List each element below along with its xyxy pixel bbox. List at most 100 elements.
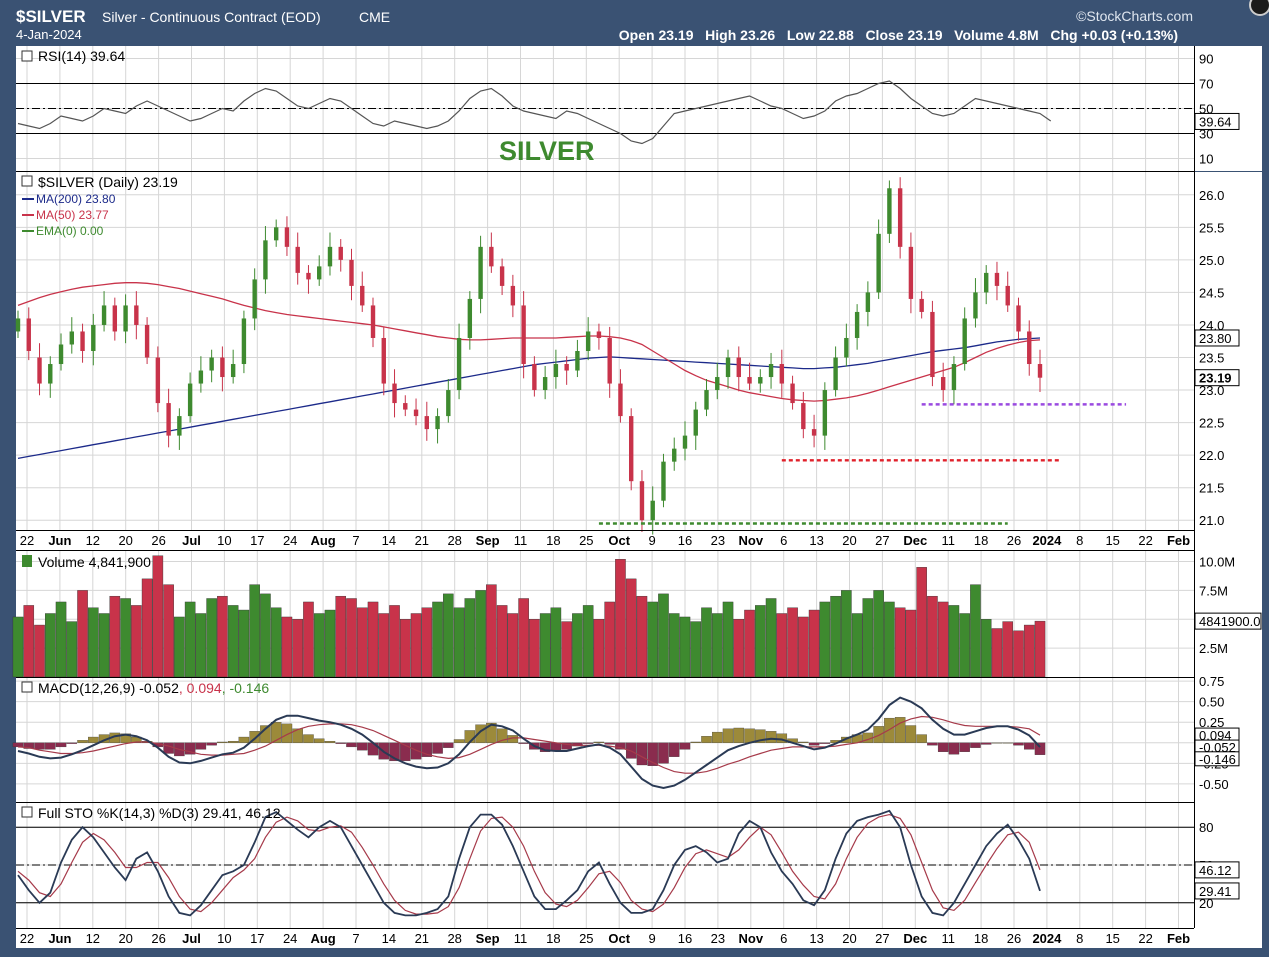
x-axis-label-top-18: Oct xyxy=(608,533,630,548)
candle-body xyxy=(360,285,365,306)
volume-bar xyxy=(894,607,906,678)
x-axis-label-bottom-11: 14 xyxy=(382,931,396,946)
candle-body xyxy=(844,337,849,358)
macd-histogram-bar xyxy=(615,742,626,750)
chart-date: 4-Jan-2024 xyxy=(16,27,82,42)
x-axis-label-bottom-22: Nov xyxy=(739,931,764,946)
macd-histogram-bar xyxy=(270,722,282,743)
x-axis-bottom xyxy=(16,928,1262,948)
rsi-header: RSI(14) 39.64 xyxy=(21,48,125,64)
volume-bar xyxy=(582,605,594,678)
x-axis-label-top-4: 26 xyxy=(151,533,165,548)
candle-body xyxy=(672,448,677,462)
x-axis-label-bottom-6: 10 xyxy=(217,931,231,946)
volume-bar xyxy=(131,605,142,678)
candle-body xyxy=(123,305,128,332)
candle-body xyxy=(962,318,967,365)
stockcharts-watermark: ©StockCharts.com xyxy=(1076,8,1193,24)
volume-bar xyxy=(120,598,131,678)
x-axis-label-bottom-28: 11 xyxy=(941,931,955,946)
macd-histogram-bar xyxy=(765,731,777,743)
macd-histogram-bar xyxy=(970,742,981,748)
volume-bar xyxy=(432,601,443,678)
macd-histogram-bar xyxy=(959,742,970,752)
macd-histogram-bar xyxy=(432,742,443,754)
x-axis-label-bottom-10: 7 xyxy=(352,931,359,946)
volume-tick-0: 10.0M xyxy=(1199,555,1235,570)
candle-body xyxy=(58,344,64,365)
x-axis-label-bottom-12: 21 xyxy=(415,931,429,946)
x-axis-label-top-27: Dec xyxy=(903,533,927,548)
volume-bar xyxy=(206,598,217,678)
candle-body xyxy=(833,357,838,391)
candle-body xyxy=(220,357,225,378)
candle-body xyxy=(467,298,473,338)
volume-bar xyxy=(937,601,949,678)
macd-tick-5: -0.50 xyxy=(1199,777,1229,792)
x-axis-label-bottom-2: 12 xyxy=(86,931,100,946)
x-axis-label-top-28: 11 xyxy=(941,533,955,548)
rsi-tick-3: 30 xyxy=(1199,127,1213,142)
macd-histogram-bar xyxy=(206,742,217,746)
volume-bar xyxy=(851,613,863,678)
candle-body xyxy=(940,377,946,391)
candle-body xyxy=(263,240,268,280)
volume-bar xyxy=(690,621,702,678)
macd-histogram-bar xyxy=(238,736,250,743)
candle-body xyxy=(715,377,720,391)
x-axis-label-top-9: Aug xyxy=(310,533,335,548)
x-axis-label-top-1: Jun xyxy=(48,533,71,548)
volume-bar xyxy=(270,607,282,678)
candle-body xyxy=(1037,364,1043,378)
macd-histogram-bar xyxy=(335,742,346,744)
rsi-axis xyxy=(1194,46,1262,171)
candle-body xyxy=(790,383,795,404)
macd-histogram-bar xyxy=(916,734,927,743)
rsi-chart-icon xyxy=(21,50,33,62)
x-axis-label-bottom-30: 26 xyxy=(1007,931,1021,946)
candle-body xyxy=(994,272,1000,286)
candle-body xyxy=(1005,285,1010,306)
candle-body xyxy=(908,246,914,299)
volume-bar xyxy=(292,619,303,678)
close-icon[interactable] xyxy=(1249,0,1269,16)
volume-bar xyxy=(464,598,476,678)
candle-body xyxy=(639,481,645,521)
volume-bar xyxy=(163,584,174,678)
x-axis-label-top-22: Nov xyxy=(739,533,764,548)
x-axis-label-bottom-9: Aug xyxy=(310,931,335,946)
exchange-label: CME xyxy=(359,9,390,25)
volume-bar xyxy=(668,613,680,678)
candle-body xyxy=(542,377,548,391)
volume-bar xyxy=(453,607,465,678)
macd-histogram-bar xyxy=(690,741,701,743)
x-axis-label-top-29: 18 xyxy=(974,533,988,548)
x-axis-label-bottom-18: Oct xyxy=(608,931,630,946)
sto-chart-icon xyxy=(21,806,33,818)
candle-body xyxy=(15,318,21,332)
candle-body xyxy=(91,324,96,351)
candle-body xyxy=(349,259,354,286)
macd-histogram-bar xyxy=(712,731,723,743)
candle-body xyxy=(897,188,903,247)
candle-body xyxy=(187,383,193,417)
candle-body xyxy=(177,416,182,436)
volume-bar xyxy=(77,590,88,678)
candle-body xyxy=(446,390,451,417)
x-axis-label-top-11: 14 xyxy=(382,533,396,548)
volume-chart-icon xyxy=(22,555,32,567)
macd-histogram-bar xyxy=(184,742,196,755)
candle-body xyxy=(811,429,817,436)
macd-label-value-1: , 0.094 xyxy=(179,680,222,696)
volume-bar xyxy=(615,559,626,678)
volume-bar xyxy=(873,590,884,678)
x-axis-top xyxy=(16,530,1262,550)
volume-bar xyxy=(701,607,712,678)
volume-bar xyxy=(174,616,185,678)
candle-body xyxy=(69,331,74,345)
volume-header: Volume 4,841,900 xyxy=(22,554,151,570)
macd-value-label-0: 0.094 xyxy=(1199,728,1232,743)
volume-bar xyxy=(55,601,67,678)
x-axis-label-bottom-35: Feb xyxy=(1167,931,1190,946)
macd-histogram-bar xyxy=(357,742,368,751)
